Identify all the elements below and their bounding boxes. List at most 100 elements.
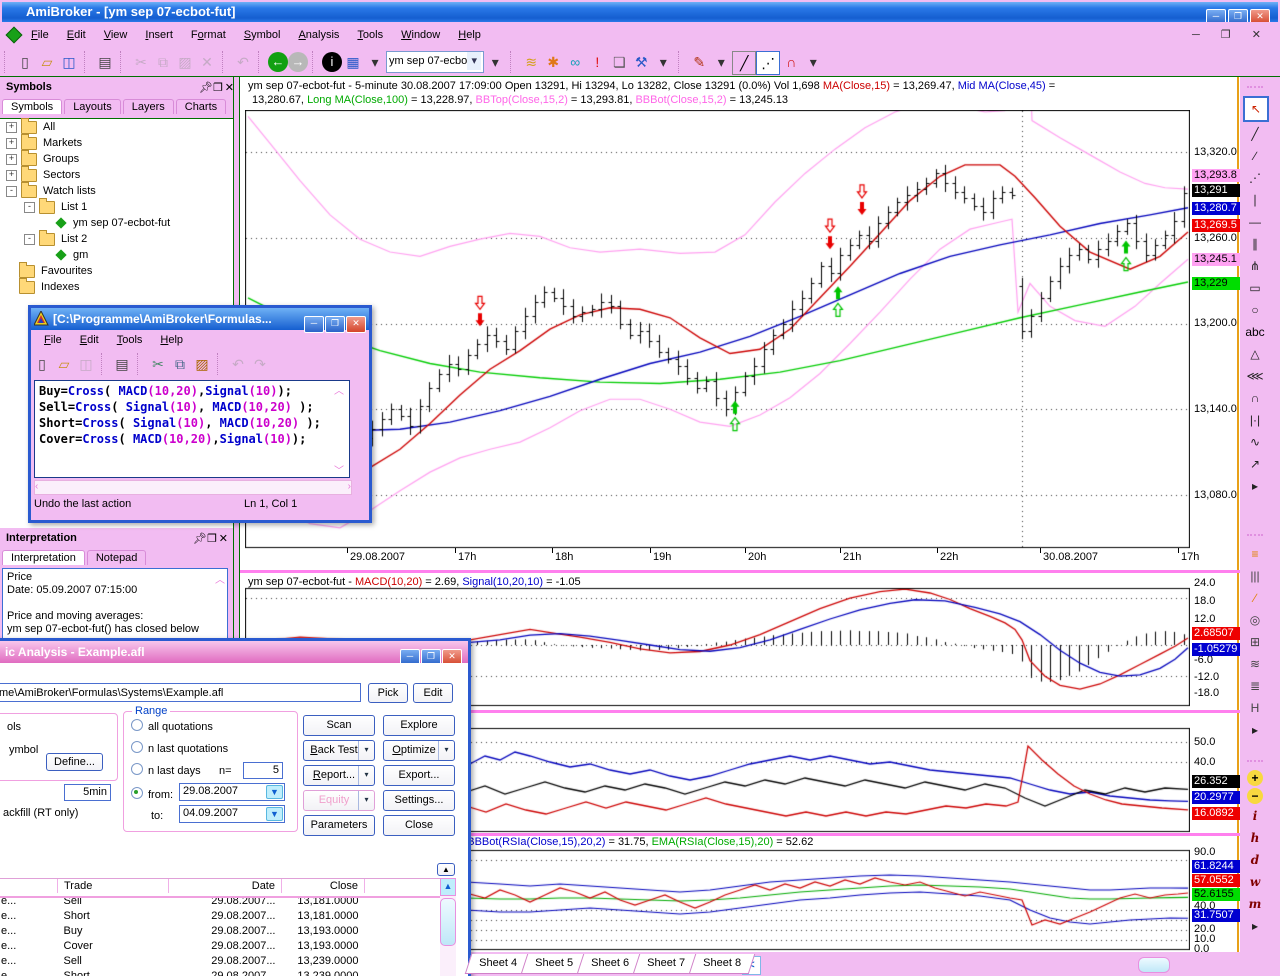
text-tool-icon[interactable]: abc: [1245, 325, 1265, 339]
aa-minimize-button[interactable]: ─: [400, 649, 420, 666]
settings-button[interactable]: Settings...: [383, 790, 455, 811]
copy-icon[interactable]: ⧉: [175, 356, 185, 372]
vertical-bars-icon[interactable]: |||: [1250, 569, 1260, 583]
notes-icon[interactable]: ❏: [612, 54, 626, 70]
results-header-close[interactable]: Close: [281, 879, 365, 893]
pick-button[interactable]: Pick: [368, 683, 408, 703]
tab-charts[interactable]: Charts: [175, 99, 227, 114]
overflow-down-icon[interactable]: ▾: [371, 54, 379, 70]
interval-field[interactable]: 5min: [64, 784, 111, 801]
interval-daily-icon[interactable]: d: [1250, 853, 1260, 867]
range-option-n-last-quotations[interactable]: n last quotations: [131, 741, 228, 755]
edit-button[interactable]: Edit: [413, 683, 453, 703]
tab-layouts[interactable]: Layouts: [64, 99, 121, 114]
title-bar[interactable]: AmiBroker - [ym sep 07-ecbot-fut] ─ ❐ ✕: [2, 2, 1278, 25]
quotes-icon[interactable]: ≋: [525, 54, 538, 70]
backtest-button[interactable]: Back Test ▾: [303, 740, 375, 761]
collapse-results-button[interactable]: ▲: [437, 863, 455, 876]
pin-icon[interactable]: 📌︎: [193, 533, 207, 545]
pane-splitter[interactable]: [240, 833, 1240, 836]
open-file-icon[interactable]: ▱: [41, 54, 53, 70]
new-file-icon[interactable]: ▯: [38, 356, 46, 372]
hscroll-thumb[interactable]: [1138, 957, 1170, 973]
tree-item-list-2[interactable]: - List 2: [0, 229, 233, 247]
radio-icon[interactable]: [131, 763, 143, 775]
scroll-up-icon[interactable]: ︿: [215, 575, 225, 586]
tree-item-list-1[interactable]: - List 1: [0, 197, 233, 215]
channel-icon[interactable]: ≣: [1249, 679, 1261, 693]
aa-title-bar[interactable]: ic Analysis - Example.afl ─ ❐ ✕: [0, 641, 468, 666]
radio-icon[interactable]: [131, 719, 143, 731]
ellipse-tool-icon[interactable]: ○: [1251, 303, 1259, 317]
results-row[interactable]: e... Short 29.08.2007... 13,239.0000: [0, 968, 365, 976]
menu-item-symbol[interactable]: Symbol: [243, 29, 281, 41]
overflow-down-icon[interactable]: ▾: [809, 54, 817, 70]
rectangle-tool-icon[interactable]: ▭: [1249, 281, 1261, 295]
close-button[interactable]: Close: [383, 815, 455, 836]
overflow-down-icon[interactable]: ▾: [491, 54, 499, 70]
parallel-lines-tool-icon[interactable]: ∥: [1252, 237, 1258, 251]
maximize-icon[interactable]: ❐: [213, 82, 223, 94]
pointer-tool-icon[interactable]: ↖: [1243, 96, 1269, 122]
results-row[interactable]: e... Buy 29.08.2007... 13,193.0000: [0, 923, 365, 938]
tree-expander-icon[interactable]: -: [24, 233, 35, 245]
triangle-tool-icon[interactable]: △: [1250, 347, 1260, 361]
tree-item-markets[interactable]: + Markets: [0, 133, 233, 151]
paste-icon[interactable]: ▨: [178, 54, 192, 70]
tree-expander-icon[interactable]: +: [6, 169, 17, 181]
fan-icon[interactable]: ≋: [1249, 657, 1261, 671]
line-dotted-icon[interactable]: ⋰: [756, 51, 781, 75]
interval-intraday-icon[interactable]: i: [1252, 809, 1258, 823]
horizontal-line-tool-icon[interactable]: —: [1249, 215, 1261, 229]
pane-splitter[interactable]: [240, 570, 1240, 573]
editor-menu-item-help[interactable]: Help: [160, 334, 184, 346]
dropdown-icon[interactable]: ▾: [358, 766, 374, 785]
paste-icon[interactable]: ▨: [195, 356, 209, 372]
results-row[interactable]: e... Cover 29.08.2007... 13,193.0000: [0, 938, 365, 953]
undo-icon[interactable]: ↶: [237, 54, 249, 70]
interval-weekly-icon[interactable]: w: [1249, 875, 1261, 889]
tab-notepad[interactable]: Notepad: [86, 550, 147, 565]
interval-hourly-icon[interactable]: h: [1250, 831, 1260, 845]
trendline-tool-icon[interactable]: ╱: [1251, 127, 1259, 141]
range-option-all-quotations[interactable]: all quotations: [131, 719, 213, 733]
fib-fan-tool-icon[interactable]: ⋘: [1246, 369, 1264, 383]
editor-hscrollbar[interactable]: ‹ ›: [34, 480, 352, 495]
arc-tool-icon[interactable]: ∩: [1250, 391, 1260, 405]
scroll-up-icon[interactable]: ▲: [440, 878, 456, 896]
from-date-combo[interactable]: 29.08.2007 ▼: [179, 783, 285, 801]
results-header-trade[interactable]: Trade: [57, 879, 169, 893]
menu-item-tools[interactable]: Tools: [357, 29, 384, 41]
back-icon[interactable]: ←: [268, 52, 288, 72]
alert-icon[interactable]: !: [595, 54, 600, 70]
pitchfork-tool-icon[interactable]: ⋔: [1249, 259, 1261, 273]
tab-symbols[interactable]: Symbols: [2, 99, 63, 114]
interpretation-content[interactable]: Price Date: 05.09.2007 07:15:00 Price and …: [2, 568, 228, 646]
scroll-up-icon[interactable]: ︿: [334, 386, 344, 397]
info-icon[interactable]: i: [322, 52, 342, 72]
grid-icon[interactable]: ⊞: [1249, 635, 1261, 649]
undo-icon[interactable]: ↶: [232, 356, 244, 372]
parameters-button[interactable]: Parameters: [303, 815, 375, 836]
interval-monthly-icon[interactable]: m: [1248, 897, 1262, 911]
explore-button[interactable]: Explore: [383, 715, 455, 736]
edit-chart-icon[interactable]: ▦: [346, 54, 360, 70]
scan-icon[interactable]: ✱: [547, 54, 560, 70]
editor-menu-item-tools[interactable]: Tools: [116, 334, 143, 346]
scroll-down-icon[interactable]: ﹀: [334, 466, 344, 477]
menu-item-insert[interactable]: Insert: [145, 29, 173, 41]
results-header-ticker[interactable]: [0, 879, 58, 893]
tree-item-watch-lists[interactable]: - Watch lists: [0, 181, 233, 199]
editor-code-area[interactable]: Buy=Cross( MACD(10,20),Signal(10)); Sell=…: [34, 380, 350, 478]
horizontal-lines-icon[interactable]: ≡: [1251, 547, 1259, 561]
cycle-lines-tool-icon[interactable]: |·|: [1249, 413, 1261, 427]
tree-item-sectors[interactable]: + Sectors: [0, 165, 233, 183]
dropdown-icon[interactable]: ▼: [266, 807, 283, 821]
results-row[interactable]: e... Sell 29.08.2007... 13,239.0000: [0, 953, 365, 968]
zigzag-tool-icon[interactable]: ∿: [1249, 435, 1261, 449]
range-from-radio[interactable]: [131, 787, 143, 799]
zoom-out-icon[interactable]: −: [1247, 788, 1263, 804]
menu-item-analysis[interactable]: Analysis: [298, 29, 340, 41]
editor-close-button[interactable]: ✕: [346, 316, 366, 333]
tree-item-favourites[interactable]: Favourites: [0, 261, 233, 279]
